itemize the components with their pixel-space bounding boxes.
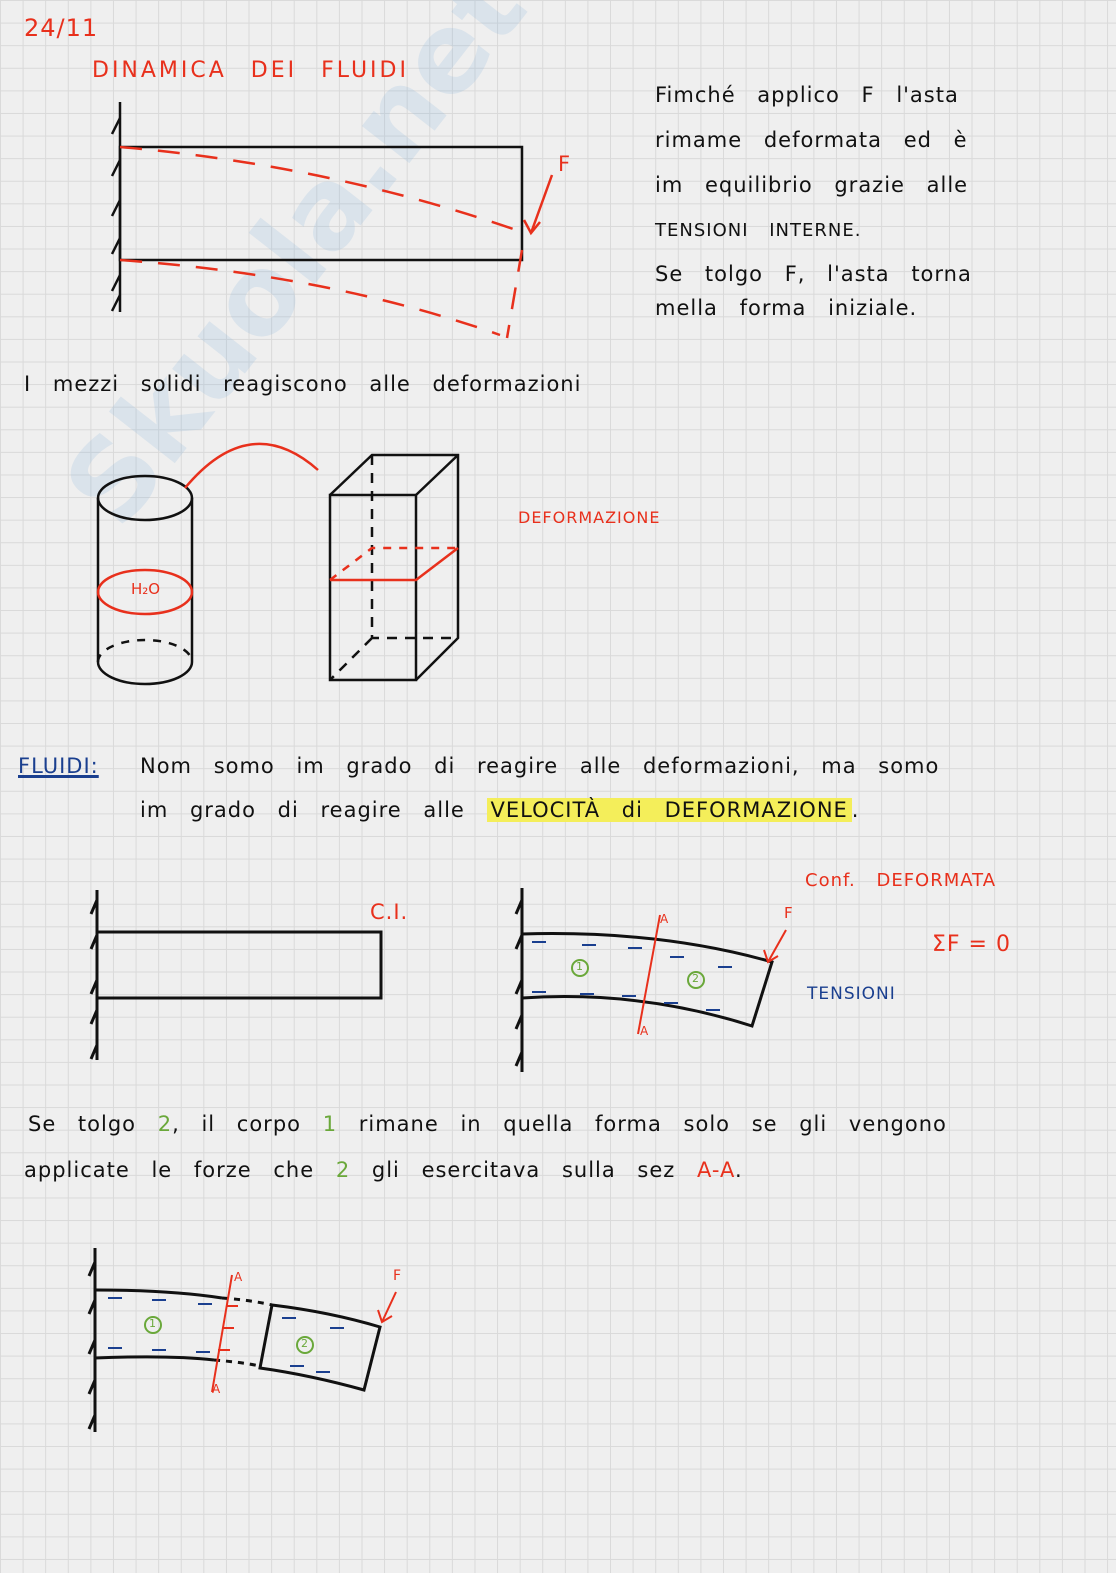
note-line-6: mella forma iniziale. (655, 296, 918, 320)
solids-line: I mezzi solidi reagiscono alle deformazi… (24, 372, 582, 396)
text: Se tolgo (28, 1112, 137, 1136)
fluids-line-2: im grado di reagire alle VELOCITÀ di DEF… (140, 798, 859, 822)
tension-arrows (532, 941, 732, 1011)
text: rimane in quella forma solo se gli vengo… (358, 1112, 947, 1136)
text: applicate le forze che (24, 1158, 315, 1182)
fluids-line-1: Nom somo im grado di reagire alle deform… (140, 754, 940, 778)
paragraph-line-1: Se tolgo 2, il corpo 1 rimane in quella … (28, 1112, 947, 1136)
text: gli esercitava sulla sez (371, 1158, 676, 1182)
section-line-a-a (637, 914, 661, 1035)
section-label-top: A (660, 912, 670, 926)
page-title: DINAMICA DEI FLUIDI (92, 58, 409, 83)
body-2-circle-2 (296, 1336, 314, 1354)
split-tension-arrows (108, 1297, 344, 1373)
water-label: H₂O (131, 580, 161, 598)
text: , il corpo (172, 1112, 301, 1136)
period: . (851, 798, 860, 822)
body-1-ref: 1 (322, 1112, 338, 1136)
cylinder (96, 474, 194, 686)
deformation-label: DEFORMAZIONE (518, 508, 661, 527)
tensions-label: TENSIONI (807, 984, 896, 1004)
body-1-label-2: 1 (149, 1317, 156, 1330)
force-label: F (558, 152, 572, 176)
deformed-config-label: Conf. DEFORMATA (805, 870, 997, 891)
cantilever-diagram (110, 102, 524, 312)
box (328, 453, 460, 682)
force-label-3: F (393, 1268, 403, 1284)
highlight-velocity: VELOCITÀ di DEFORMAZIONE (486, 798, 852, 822)
section-label-top-2: A (234, 1270, 244, 1284)
note-line-2: rimame deformata ed è (655, 128, 968, 152)
initial-config-label: C.I. (370, 900, 409, 924)
force-arrow (522, 174, 554, 236)
section-label-bottom-2: A (212, 1382, 222, 1396)
note-line-1: Fimché applico F l'asta (655, 83, 959, 107)
body-2-ref: 2 (335, 1158, 351, 1182)
initial-config-beam (89, 890, 383, 1060)
paragraph-line-2: applicate le forze che 2 gli esercitava … (24, 1158, 743, 1182)
force-arrow-3 (377, 1291, 397, 1324)
deformed-beam (514, 888, 774, 1072)
fluids-heading: FLUIDI: (18, 754, 99, 778)
transfer-arrow (184, 442, 319, 489)
body-1-circle (571, 959, 589, 977)
force-arrow-2 (763, 929, 787, 964)
section-ref: A-A (697, 1158, 736, 1182)
body-2-label: 2 (692, 972, 699, 985)
applied-forces (218, 1305, 238, 1351)
force-label-2: F (784, 904, 794, 922)
body-2-circle (687, 971, 705, 989)
period: . (735, 1158, 743, 1182)
note-line-5: Se tolgo F, l'asta torna (655, 262, 972, 286)
section-label-bottom: A (640, 1024, 650, 1038)
date: 24/11 (24, 14, 99, 42)
note-line-4: TENSIONI INTERNE. (655, 220, 862, 241)
section-line-a-a-2 (211, 1274, 233, 1393)
water-level (96, 568, 194, 616)
sum-forces: ΣF = 0 (932, 932, 1011, 957)
box-water-level (329, 546, 459, 582)
body-1-circle-2 (144, 1316, 162, 1334)
deformed-outline (119, 145, 524, 339)
body-2-ref: 2 (157, 1112, 173, 1136)
body-1-label: 1 (576, 960, 583, 973)
fluids-line-2-text: im grado di reagire alle (140, 798, 465, 822)
body-2-label-2: 2 (301, 1337, 308, 1350)
note-line-3: im equilibrio grazie alle (655, 173, 969, 197)
